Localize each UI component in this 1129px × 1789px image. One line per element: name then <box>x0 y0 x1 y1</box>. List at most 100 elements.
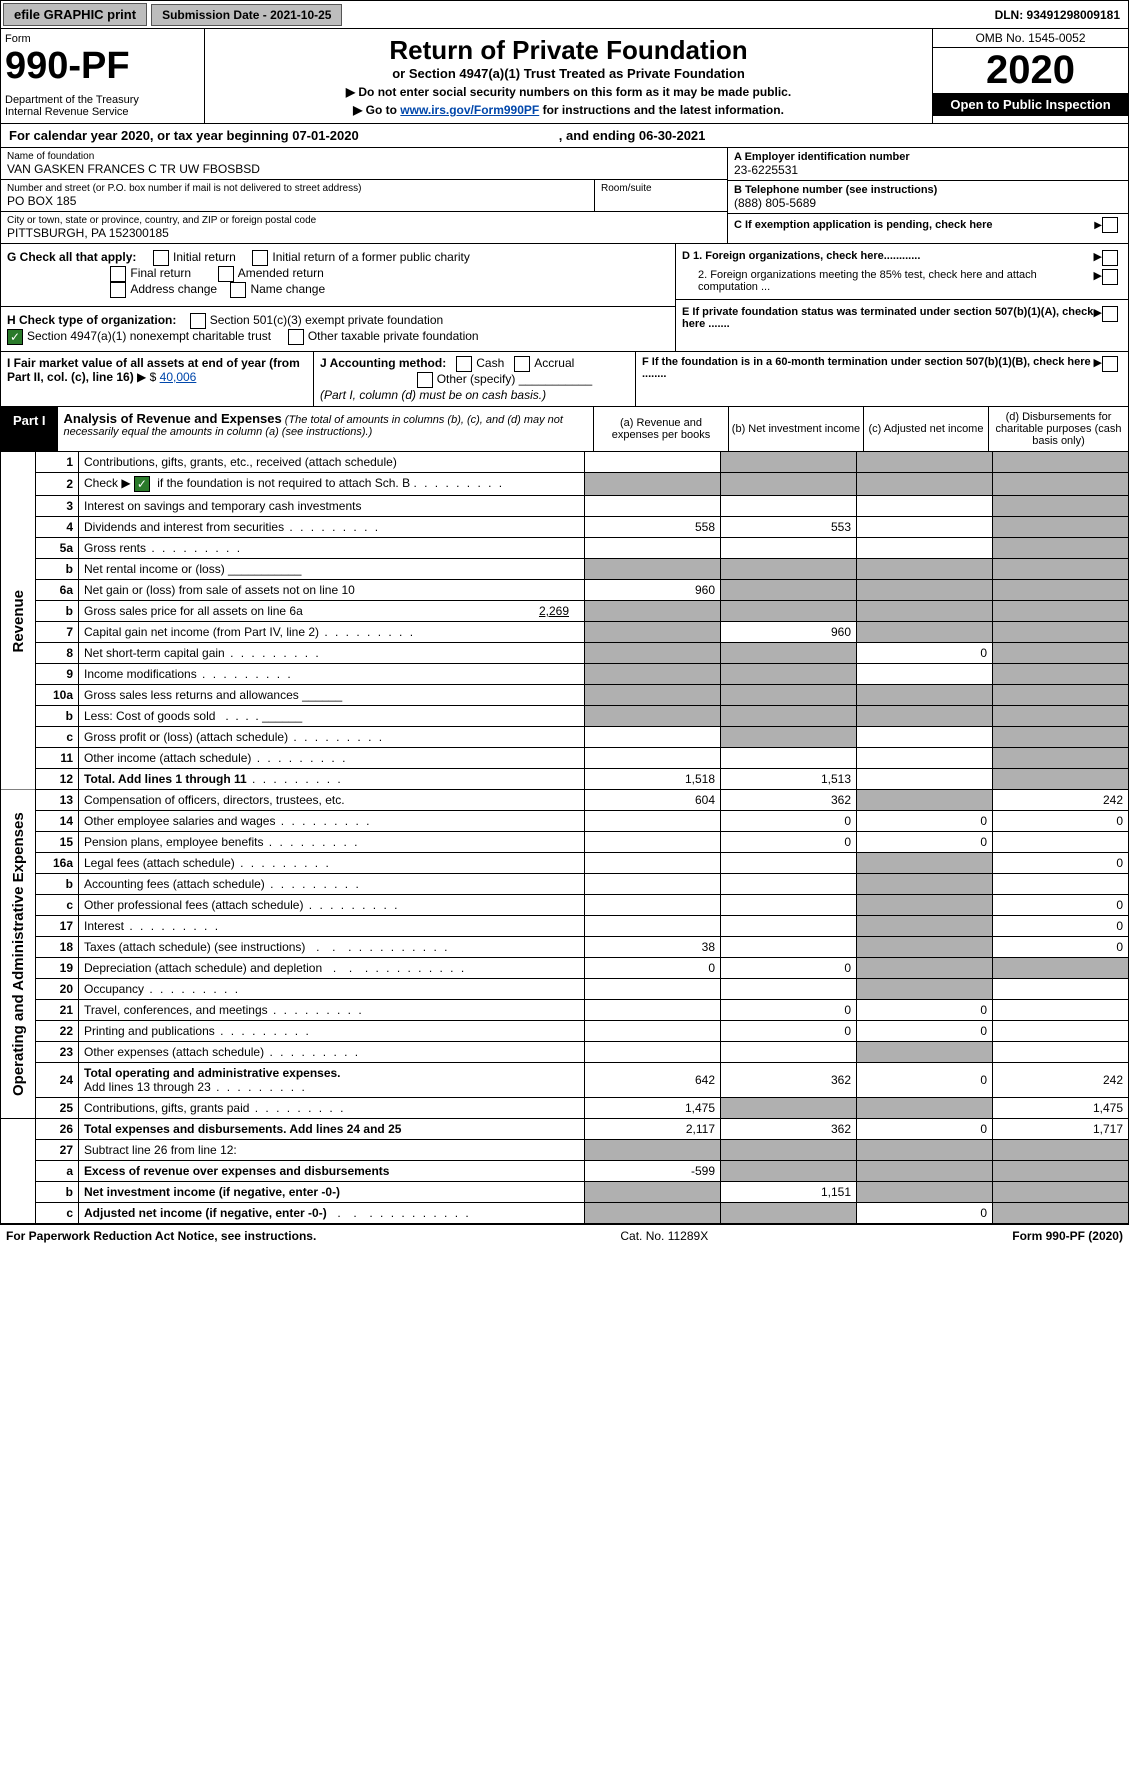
chk-initial-former[interactable] <box>252 250 268 266</box>
row-21: 21Travel, conferences, and meetings 0 0 <box>1 1000 1129 1021</box>
row-27c: cAdjusted net income (if negative, enter… <box>1 1203 1129 1224</box>
r23-text: Other expenses (attach schedule) <box>84 1045 264 1059</box>
r2-text: Check ▶ <box>84 476 131 490</box>
chk-amended[interactable] <box>218 266 234 282</box>
r24-text: Total operating and administrative expen… <box>84 1066 341 1080</box>
c1d <box>993 452 1129 473</box>
row-10c: cGross profit or (loss) (attach schedule… <box>1 727 1129 748</box>
r9-text: Income modifications <box>84 667 197 681</box>
chk-initial[interactable] <box>153 250 169 266</box>
ein-label: A Employer identification number <box>734 151 1122 163</box>
r2b-text: if the foundation is not required to att… <box>157 476 410 490</box>
info-right: A Employer identification number 23-6225… <box>727 148 1128 243</box>
dots-16c <box>303 898 399 912</box>
row-23: 23Other expenses (attach schedule) <box>1 1042 1129 1063</box>
rd-7: Capital gain net income (from Part IV, l… <box>79 622 585 643</box>
irs-link[interactable]: www.irs.gov/Form990PF <box>400 103 539 117</box>
chk-sch-b[interactable] <box>134 476 150 492</box>
ein-cell: A Employer identification number 23-6225… <box>728 148 1128 181</box>
r15-text: Pension plans, employee benefits <box>84 835 263 849</box>
r4-text: Dividends and interest from securities <box>84 520 284 534</box>
open-public: Open to Public Inspection <box>933 93 1128 116</box>
rn-1: 1 <box>36 452 79 473</box>
lbl-final: Final return <box>130 266 191 280</box>
chk-other-method[interactable] <box>417 372 433 388</box>
h-label: H Check type of organization: <box>7 313 176 327</box>
c-checkbox[interactable] <box>1102 217 1118 233</box>
chk-final[interactable] <box>110 266 126 282</box>
chk-other-tax[interactable] <box>288 329 304 345</box>
lbl-accrual: Accrual <box>534 356 574 370</box>
c7b: 960 <box>721 622 857 643</box>
chk-cash[interactable] <box>456 356 472 372</box>
row-27b: bNet investment income (if negative, ent… <box>1 1182 1129 1203</box>
chk-f[interactable] <box>1102 356 1118 372</box>
c18a: 38 <box>585 937 721 958</box>
c15c: 0 <box>857 832 993 853</box>
chk-accrual[interactable] <box>514 356 530 372</box>
ein: 23-6225531 <box>734 163 1122 177</box>
row-8: 8Net short-term capital gain 0 <box>1 643 1129 664</box>
rd-12: Total. Add lines 1 through 11 <box>79 769 585 790</box>
c19a: 0 <box>585 958 721 979</box>
r27a-text: Excess of revenue over expenses and disb… <box>84 1164 389 1178</box>
rd-25: Contributions, gifts, grants paid <box>79 1098 585 1119</box>
row-15: 15Pension plans, employee benefits 0 0 <box>1 832 1129 853</box>
chk-501c3[interactable] <box>190 313 206 329</box>
c6aa: 960 <box>585 580 721 601</box>
c16cd: 0 <box>993 895 1129 916</box>
arrow-e-icon: ▶ <box>1094 306 1102 330</box>
r6b-text: Gross sales price for all assets on line… <box>84 604 303 618</box>
row-24: 24Total operating and administrative exp… <box>1 1063 1129 1098</box>
c15b: 0 <box>721 832 857 853</box>
addr-label: Number and street (or P.O. box number if… <box>7 183 588 194</box>
chk-addr-change[interactable] <box>110 282 126 298</box>
main-table: Revenue 1 Contributions, gifts, grants, … <box>0 452 1129 1224</box>
rd-27c: Adjusted net income (if negative, enter … <box>79 1203 585 1224</box>
rd-13: Compensation of officers, directors, tru… <box>79 790 585 811</box>
dots-7 <box>319 625 415 639</box>
d1-label: D 1. Foreign organizations, check here..… <box>682 250 920 262</box>
tax-year: 2020 <box>933 48 1128 93</box>
c14d: 0 <box>993 811 1129 832</box>
c14c: 0 <box>857 811 993 832</box>
chk-d1[interactable] <box>1102 250 1118 266</box>
dots-8 <box>225 646 321 660</box>
c27cc: 0 <box>857 1203 993 1224</box>
dots-2 <box>413 476 504 490</box>
col-b-header: (b) Net investment income <box>728 407 863 451</box>
header-mid: Return of Private Foundation or Section … <box>205 29 932 123</box>
rd-24: Total operating and administrative expen… <box>79 1063 585 1098</box>
row-10b: bLess: Cost of goods sold . . . . ______ <box>1 706 1129 727</box>
rd-8: Net short-term capital gain <box>79 643 585 664</box>
row-17: 17Interest 0 <box>1 916 1129 937</box>
c24b: 362 <box>721 1063 857 1098</box>
chk-4947[interactable] <box>7 329 23 345</box>
r10a-text: Gross sales less returns and allowances <box>84 688 299 702</box>
rd-14: Other employee salaries and wages <box>79 811 585 832</box>
chk-d2[interactable] <box>1102 269 1118 285</box>
cal-year-begin: For calendar year 2020, or tax year begi… <box>9 128 359 143</box>
check-right: D 1. Foreign organizations, check here..… <box>675 244 1128 351</box>
form-subtitle: or Section 4947(a)(1) Trust Treated as P… <box>215 66 922 81</box>
rd-9: Income modifications <box>79 664 585 685</box>
row-16a: 16aLegal fees (attach schedule) 0 <box>1 853 1129 874</box>
chk-name-change[interactable] <box>230 282 246 298</box>
r20-text: Occupancy <box>84 982 144 996</box>
top-bar: efile GRAPHIC print Submission Date - 20… <box>0 0 1129 29</box>
dots-15 <box>263 835 359 849</box>
chk-e[interactable] <box>1102 306 1118 322</box>
row-6a: 6aNet gain or (loss) from sale of assets… <box>1 580 1129 601</box>
c17d: 0 <box>993 916 1129 937</box>
dots-24 <box>211 1080 307 1094</box>
r19-text: Depreciation (attach schedule) and deple… <box>84 961 322 975</box>
address-row: Number and street (or P.O. box number if… <box>1 180 727 212</box>
i-value[interactable]: 40,006 <box>160 370 197 384</box>
efile-button[interactable]: efile GRAPHIC print <box>3 3 147 26</box>
footer: For Paperwork Reduction Act Notice, see … <box>0 1224 1129 1247</box>
row-6b: bGross sales price for all assets on lin… <box>1 601 1129 622</box>
rd-10c: Gross profit or (loss) (attach schedule) <box>79 727 585 748</box>
lbl-addr-change: Address change <box>130 282 217 296</box>
instr-2a: ▶ Go to <box>353 103 400 117</box>
e-label: E If private foundation status was termi… <box>682 306 1093 330</box>
